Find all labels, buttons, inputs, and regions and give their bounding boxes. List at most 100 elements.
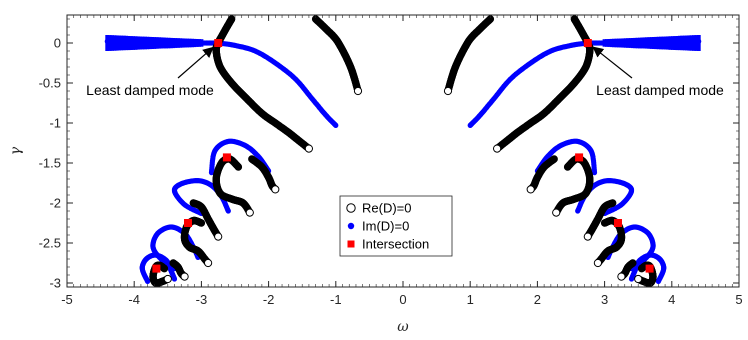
im-d-zero-point	[333, 122, 339, 128]
y-tick-label: -3	[49, 276, 61, 291]
im-d-zero-band	[609, 38, 614, 48]
im-d-zero-band	[668, 36, 673, 50]
re-d-zero-tail	[593, 258, 603, 268]
im-d-zero-band	[145, 36, 150, 50]
im-d-zero-band	[175, 38, 180, 48]
im-d-zero-band	[159, 37, 164, 49]
re-d-zero-tail	[552, 208, 561, 217]
im-d-zero-band	[197, 39, 201, 47]
im-d-zero-band	[694, 35, 699, 51]
x-tick-label: 1	[467, 292, 474, 307]
im-d-zero-band	[187, 38, 192, 48]
intersection-point	[645, 264, 654, 273]
im-d-zero-band	[166, 37, 171, 49]
im-d-zero-band	[157, 37, 162, 49]
re-d-zero-tail	[353, 86, 363, 96]
re-d-zero-tail	[634, 274, 643, 284]
legend-marker-open-circle	[346, 203, 356, 213]
im-d-zero-band	[147, 36, 152, 50]
re-d-zero-tail	[526, 185, 535, 194]
legend-label: Re(D)=0	[362, 201, 412, 216]
im-d-zero-band	[654, 36, 659, 50]
im-d-zero-band	[190, 38, 194, 48]
y-tick-label: -0.5	[39, 76, 61, 91]
im-d-zero-band	[173, 38, 178, 48]
im-d-zero-band	[612, 38, 616, 48]
im-d-zero-band	[647, 37, 652, 49]
im-d-zero-band	[675, 36, 680, 51]
im-d-zero-band	[670, 36, 675, 50]
y-tick-label: -1	[49, 116, 61, 131]
im-d-zero-band	[666, 36, 671, 50]
im-d-zero-point	[225, 208, 231, 214]
x-tick-label: 2	[534, 292, 541, 307]
im-d-zero-band	[630, 38, 635, 49]
legend-label: Im(D)=0	[362, 219, 409, 234]
x-tick-label: -5	[61, 292, 73, 307]
im-d-zero-band	[652, 37, 656, 49]
re-d-zero-tail	[617, 272, 626, 281]
im-d-zero-point	[575, 208, 581, 214]
intersection-point	[222, 153, 231, 162]
im-d-zero-band	[192, 38, 197, 48]
im-d-zero-band	[607, 39, 612, 47]
im-d-zero-band	[623, 38, 628, 48]
legend-box	[339, 195, 453, 257]
im-d-zero-band	[659, 36, 663, 50]
re-d-zero-tail	[271, 185, 280, 194]
im-d-zero-band	[194, 39, 199, 47]
intersection-point	[152, 264, 161, 273]
im-d-zero-band	[673, 36, 678, 50]
im-d-zero-point	[628, 276, 635, 282]
im-d-zero-band	[138, 36, 143, 50]
re-d-zero-tail	[583, 232, 592, 241]
x-tick-label: -3	[196, 292, 208, 307]
im-d-zero-band	[131, 36, 136, 50]
re-d-zero-tail	[214, 232, 223, 241]
im-d-zero-band	[105, 35, 110, 51]
intersection-point	[184, 219, 192, 227]
im-d-zero-band	[663, 36, 668, 50]
im-d-zero-band	[619, 38, 624, 48]
re-d-zero-tail	[245, 208, 254, 217]
intersection-point	[575, 153, 584, 162]
im-d-zero-band	[133, 36, 138, 50]
axes: -5 -4 -3 -2 -1 0 1 2 3 4 5 0 -0.5 -1 -1.5 -2 -2.5 -3 ω γ	[8, 14, 743, 335]
y-tick-label: -2	[49, 196, 61, 211]
y-axis-label: γ	[8, 146, 24, 155]
re-d-zero-tail	[304, 144, 313, 153]
legend-marker-filled-circle	[347, 222, 355, 230]
im-d-zero-band	[616, 38, 621, 48]
intersection-point	[583, 39, 592, 47]
im-d-zero-band	[140, 36, 145, 50]
im-d-zero-band	[178, 38, 183, 48]
legend: Re(D)=0 Im(D)=0 Intersection	[339, 195, 453, 257]
im-d-zero-band	[164, 37, 169, 49]
im-d-zero-band	[680, 35, 685, 51]
legend-marker-square	[347, 240, 355, 248]
data-layer	[104, 15, 702, 287]
annotations: Least damped mode Least damped mode	[86, 46, 724, 98]
im-d-zero-band	[644, 37, 649, 49]
im-d-zero-band	[640, 37, 645, 49]
im-d-zero-band	[626, 38, 631, 48]
im-d-zero-band	[614, 38, 619, 48]
im-d-zero-band	[124, 35, 129, 51]
im-d-zero-band	[152, 37, 157, 49]
im-d-zero-band	[143, 36, 147, 50]
im-d-zero-band	[185, 38, 190, 48]
im-d-zero-band	[171, 38, 176, 49]
im-d-zero-band	[182, 38, 187, 48]
annotation-label: Least damped mode	[596, 82, 724, 98]
im-d-zero-band	[110, 35, 114, 51]
im-d-zero-band	[117, 35, 122, 51]
im-d-zero-band	[633, 37, 638, 49]
annotation-arrow	[592, 46, 633, 79]
im-d-zero-band	[121, 35, 126, 51]
im-d-zero-band	[649, 37, 654, 49]
x-axis-label: ω	[397, 319, 409, 335]
x-tick-label: 5	[735, 292, 742, 307]
im-d-zero-band	[635, 37, 640, 49]
im-d-zero-band	[602, 39, 607, 47]
